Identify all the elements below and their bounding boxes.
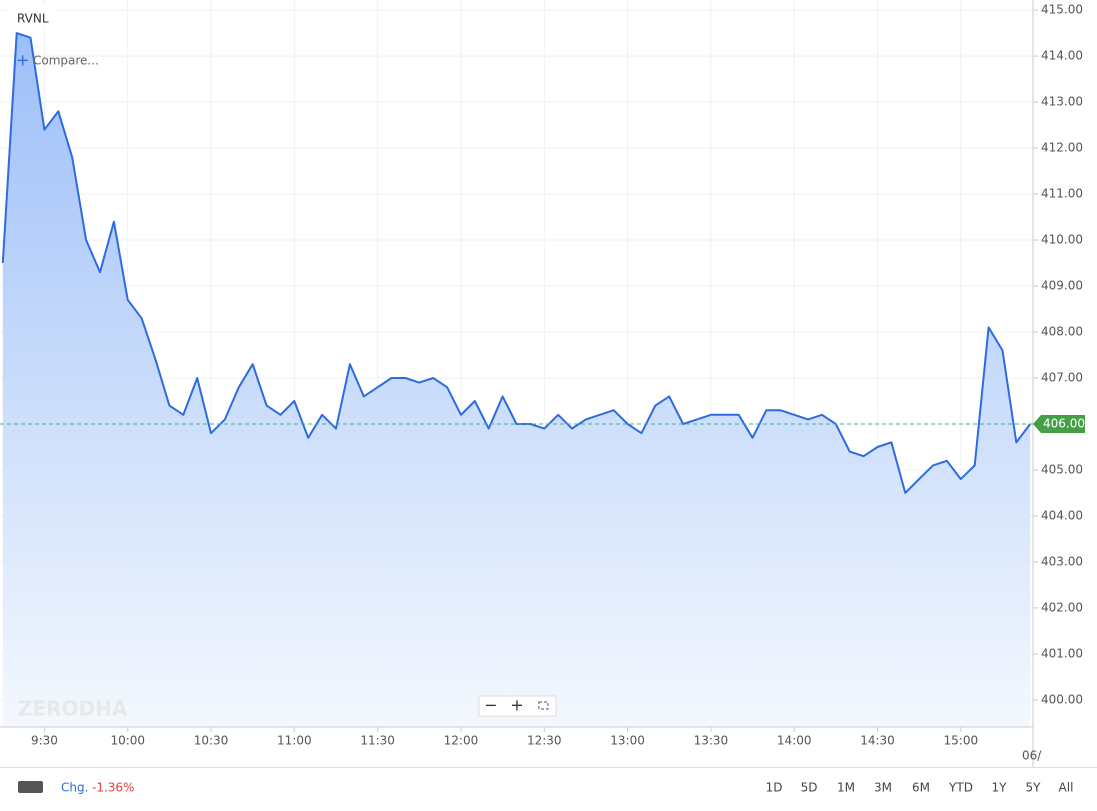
fullscreen[interactable] xyxy=(538,701,549,710)
x-tick-label: 11:30 xyxy=(360,734,395,748)
last-price-tag xyxy=(1033,414,1085,433)
y-tick-label: 402.00 xyxy=(1041,600,1083,614)
y-tick-label: 401.00 xyxy=(1041,646,1083,660)
symbol-box xyxy=(8,4,58,30)
range-button[interactable]: 3M xyxy=(874,781,892,795)
x-tick-label: 13:00 xyxy=(610,734,645,748)
y-tick-label: 403.00 xyxy=(1041,554,1083,568)
y-tick-label: 408.00 xyxy=(1041,325,1083,339)
last-price-label: 406.00 xyxy=(1043,416,1085,430)
price-line xyxy=(1,32,1031,494)
x-tick-label: 9:30 xyxy=(31,734,58,748)
x-tick-label: 15:00 xyxy=(944,734,979,748)
y-tick-label: 400.00 xyxy=(1041,692,1083,706)
range-button[interactable]: 5Y xyxy=(1026,781,1042,795)
zoom-out[interactable]: − xyxy=(484,696,497,715)
symbol: RVNL xyxy=(17,12,49,26)
keyboard-icon[interactable] xyxy=(18,781,43,793)
zoom-in[interactable]: + xyxy=(510,696,523,715)
x-tick-label: 13:30 xyxy=(694,734,729,748)
x-tick-label: 12:00 xyxy=(444,734,479,748)
zoom-controls xyxy=(478,695,557,717)
range-button[interactable]: 1D xyxy=(766,781,783,795)
x-tick-label: 12:30 xyxy=(527,734,562,748)
change-value: -1.36% xyxy=(92,781,134,795)
y-tick-label: 415.00 xyxy=(1041,3,1083,17)
x-tick-label: 10:30 xyxy=(194,734,229,748)
y-tick-label: 404.00 xyxy=(1041,508,1083,522)
date-stub: 06/ xyxy=(1022,749,1042,763)
x-tick-label: 14:30 xyxy=(860,734,895,748)
range-button[interactable]: 1M xyxy=(837,781,855,795)
y-tick-label: 413.00 xyxy=(1041,95,1083,109)
range-button[interactable]: YTD xyxy=(948,781,973,795)
range-button[interactable]: 1Y xyxy=(992,781,1008,795)
y-tick-label: 405.00 xyxy=(1041,462,1083,476)
range-button[interactable]: All xyxy=(1059,781,1074,795)
x-tick-label: 14:00 xyxy=(777,734,812,748)
area-fill xyxy=(2,33,1031,728)
compare-icon[interactable]: + xyxy=(16,51,29,70)
y-tick-label: 412.00 xyxy=(1041,141,1083,155)
x-tick-label: 10:00 xyxy=(110,734,145,748)
range-button[interactable]: 6M xyxy=(912,781,930,795)
y-tick-label: 407.00 xyxy=(1041,370,1083,384)
y-tick-label: 409.00 xyxy=(1041,279,1083,293)
y-tick-label: 414.00 xyxy=(1041,49,1083,63)
y-tick-label: 410.00 xyxy=(1041,233,1083,247)
y-tick-label: 411.00 xyxy=(1041,187,1083,201)
change-label: Chg. xyxy=(61,781,88,795)
x-tick-label: 11:00 xyxy=(277,734,312,748)
compare[interactable]: Compare... xyxy=(33,54,99,68)
range-button[interactable]: 5D xyxy=(801,781,818,795)
watermark: ZERODHA xyxy=(18,697,128,721)
